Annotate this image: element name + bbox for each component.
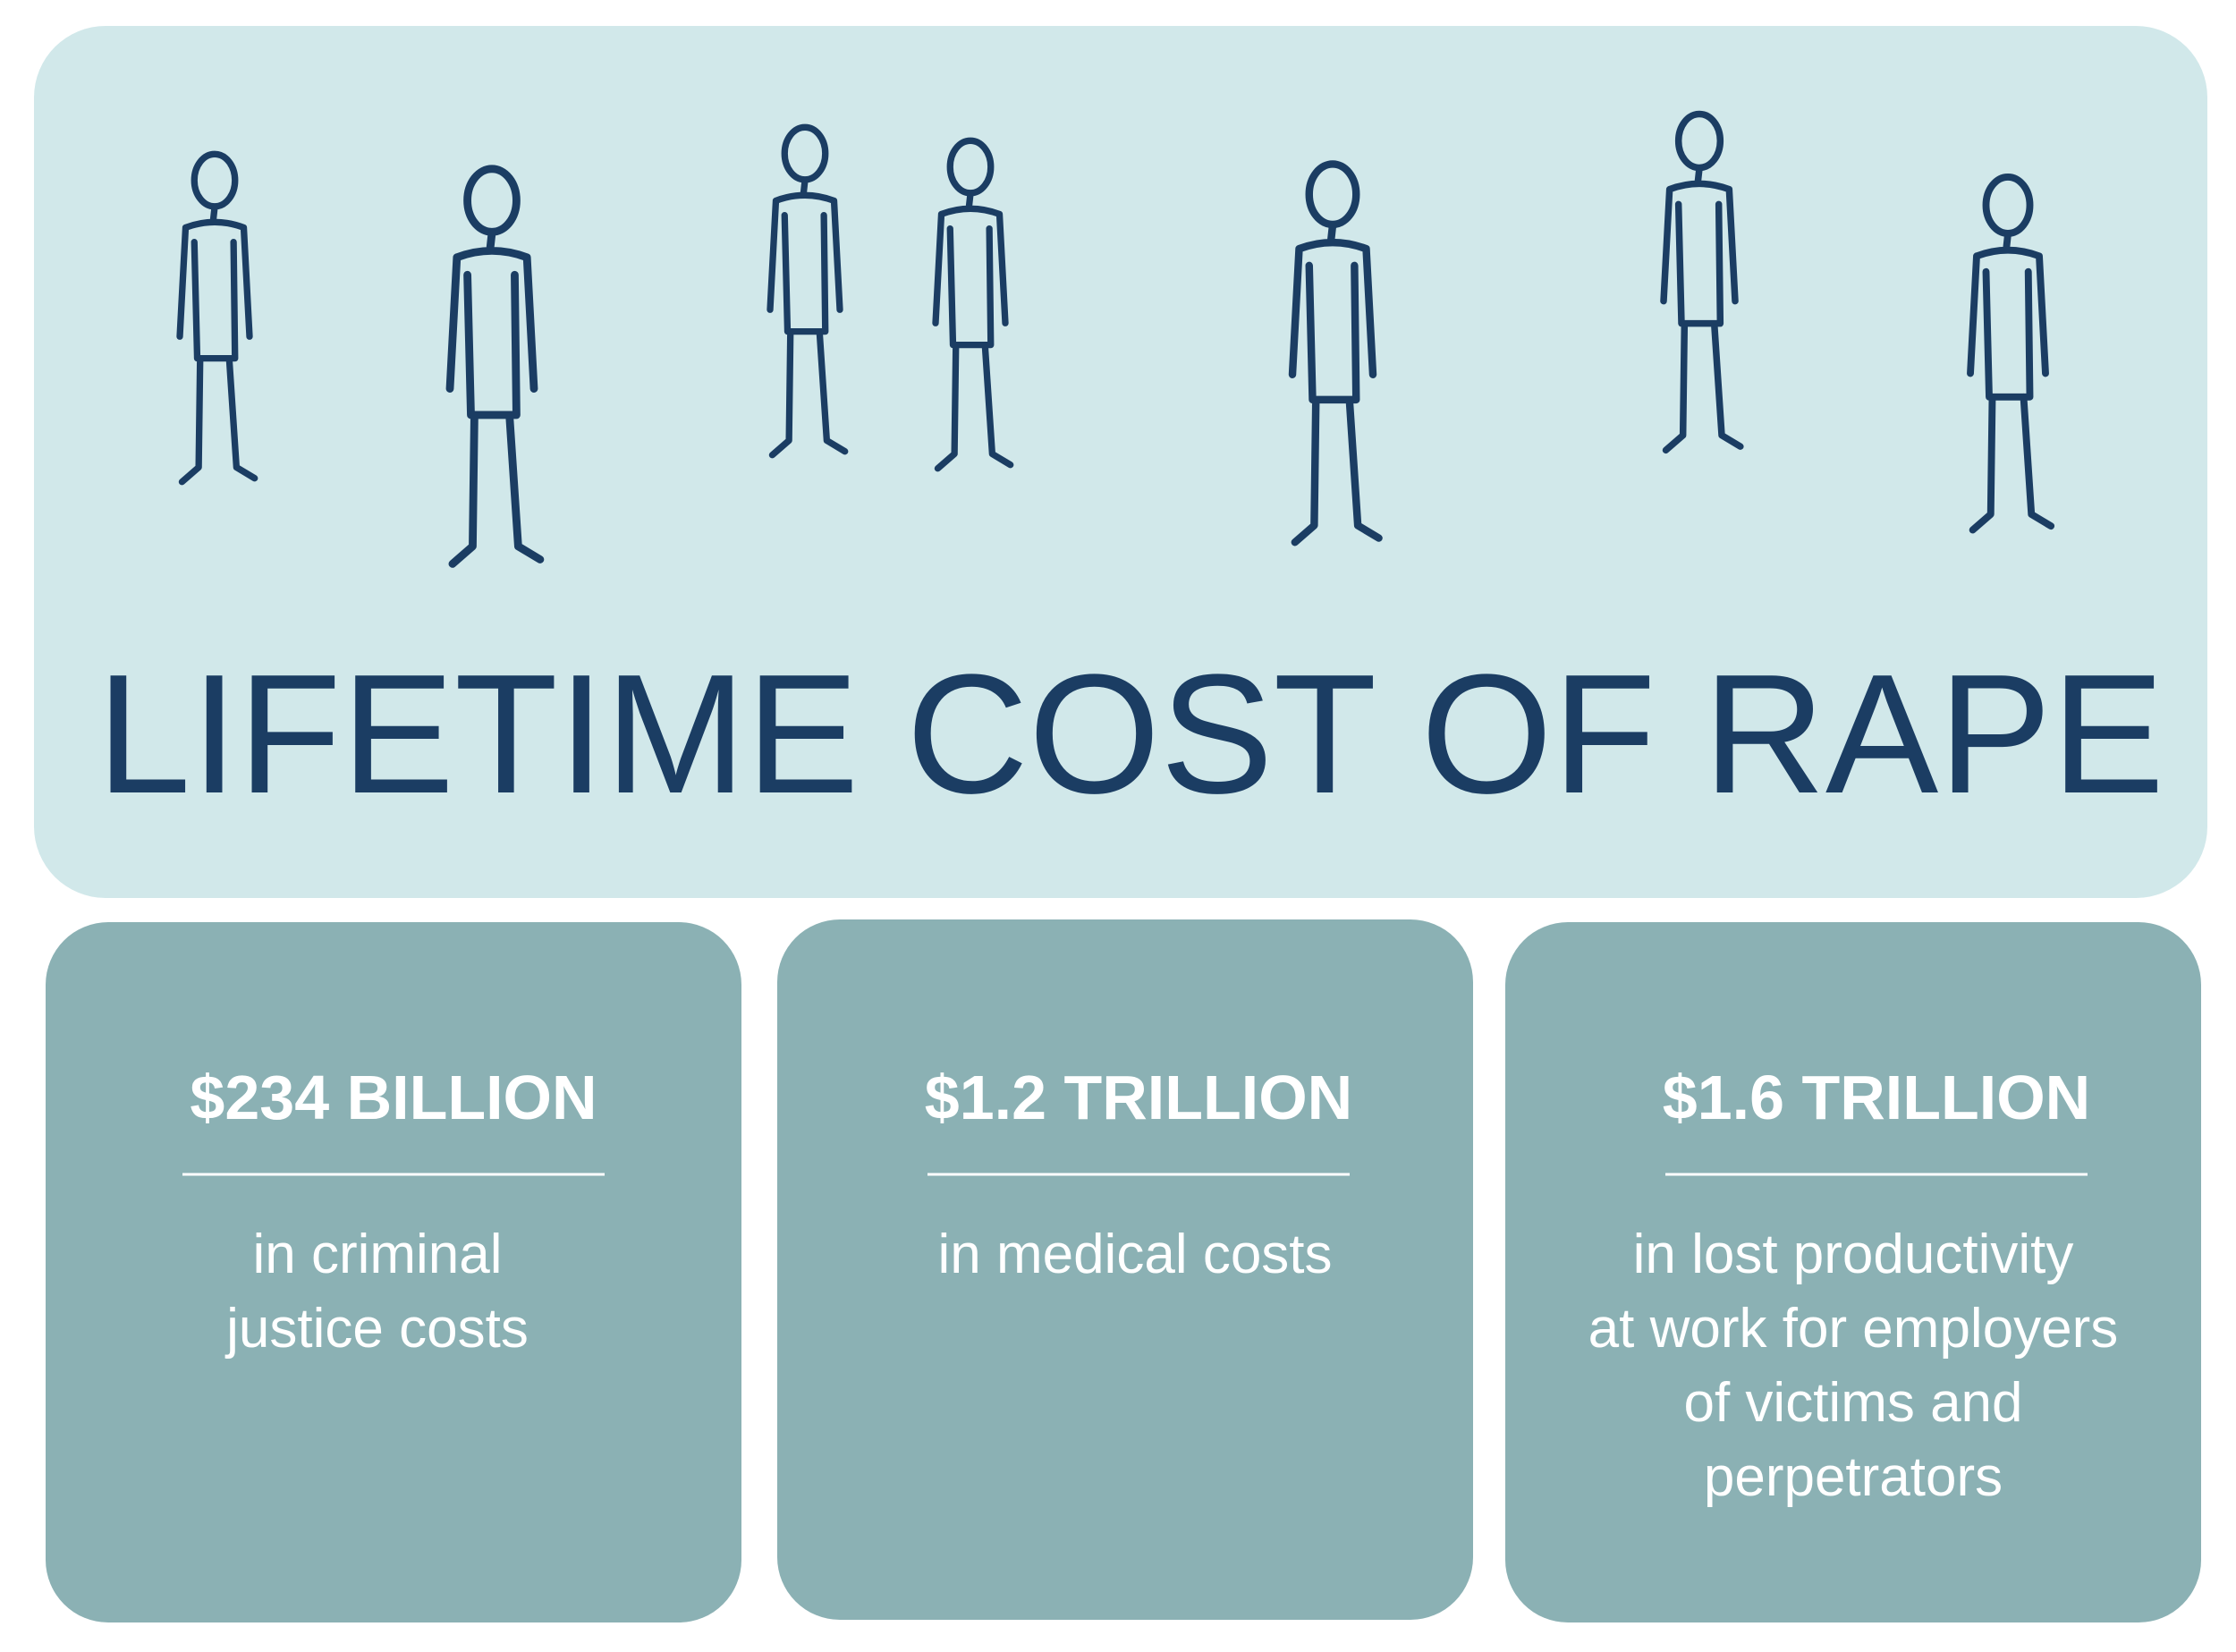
cost-card: $234 BILLION in criminal justice costs bbox=[46, 922, 741, 1622]
cost-description: in medical costs bbox=[937, 1224, 1332, 1285]
cost-amount: $1.2 TRILLION bbox=[925, 1063, 1352, 1132]
card-background bbox=[46, 922, 741, 1622]
cost-card: $1.6 TRILLION in lost productivity at work… bbox=[1505, 922, 2201, 1622]
cost-description: in lost productivity bbox=[1633, 1224, 2074, 1285]
cost-amount: $234 BILLION bbox=[190, 1063, 597, 1132]
card-background bbox=[777, 919, 1473, 1620]
cost-description: perpetrators bbox=[1704, 1446, 2003, 1508]
card-background bbox=[1505, 922, 2201, 1622]
cost-description: justice costs bbox=[224, 1298, 529, 1360]
cost-card: $1.2 TRILLION in medical costs bbox=[777, 919, 1473, 1620]
cost-description: in criminal bbox=[252, 1224, 502, 1285]
cost-description: of victims and bbox=[1683, 1372, 2022, 1434]
cost-description: at work for employers bbox=[1588, 1298, 2119, 1360]
cost-amount: $1.6 TRILLION bbox=[1663, 1063, 2090, 1132]
title: LIFETIME COST OF RAPE bbox=[97, 640, 2164, 829]
